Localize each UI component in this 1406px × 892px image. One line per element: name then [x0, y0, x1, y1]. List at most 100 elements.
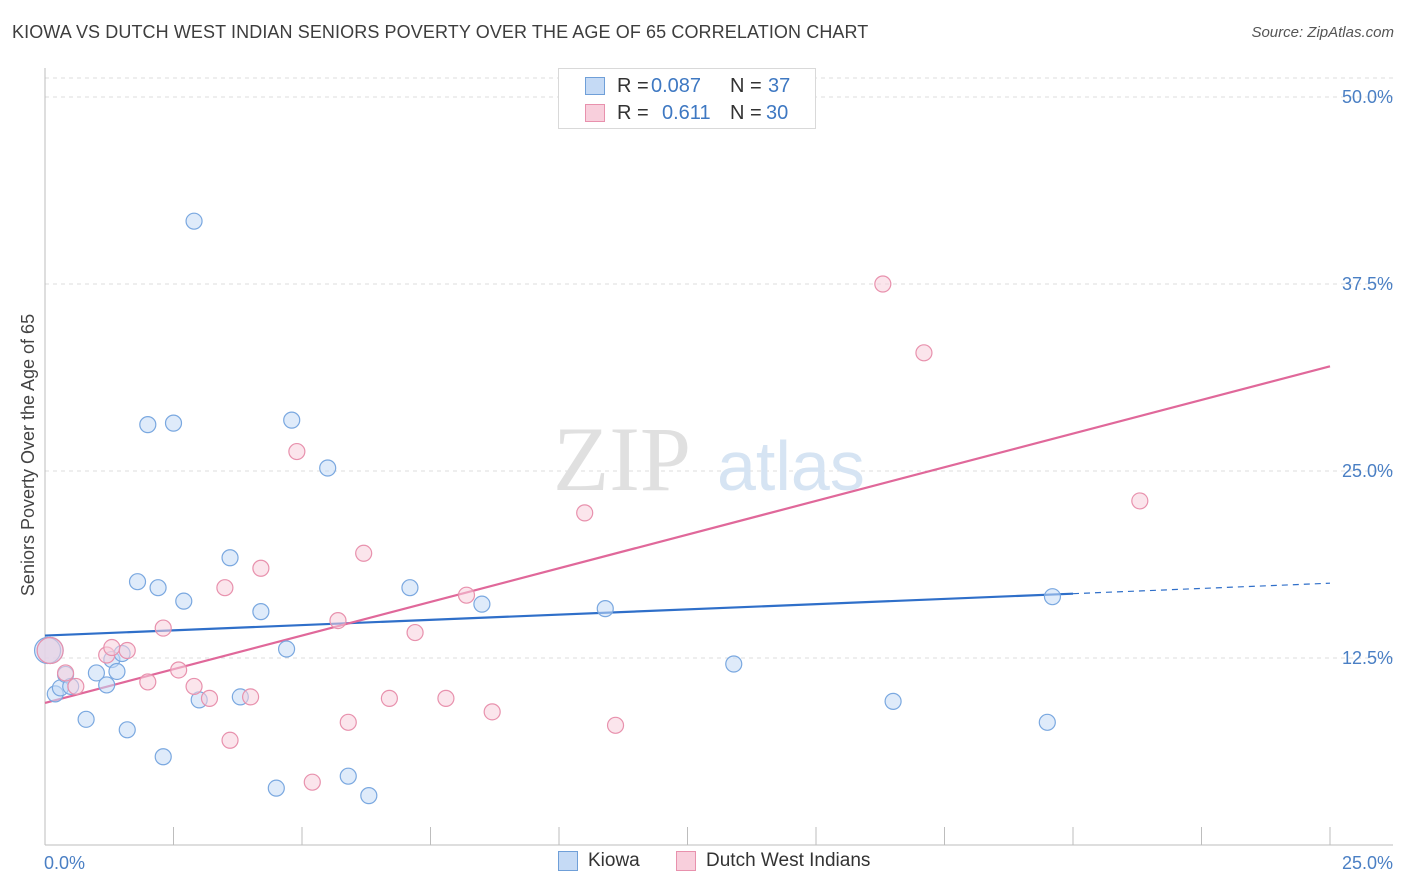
y-tick-label: 50.0% [1342, 87, 1393, 107]
legend-row-dutch-west-indians: R = 0.611 N = 30 [585, 101, 805, 125]
data-point [185, 677, 203, 696]
data-point [401, 579, 419, 597]
legend-label-kiowa: Kiowa [588, 850, 640, 871]
data-point [56, 664, 75, 682]
data-points [33, 212, 1149, 805]
grid-lines [45, 77, 1393, 659]
data-point [164, 414, 183, 432]
series-kiowa [33, 212, 1062, 805]
data-point [457, 586, 476, 604]
series-legend: Kiowa Dutch West Indians [0, 850, 1406, 878]
data-point [242, 688, 260, 706]
y-axis-label: Seniors Poverty Over the Age of 65 [18, 314, 38, 596]
data-point [576, 504, 594, 522]
legend-swatch-dutch-west-indians [585, 104, 605, 122]
data-point [216, 579, 234, 597]
legend-label-dutch-west-indians: Dutch West Indians [706, 850, 871, 871]
data-point [175, 592, 193, 610]
n-label: N = [730, 74, 762, 97]
n-value: 30 [766, 101, 789, 124]
data-point [915, 344, 933, 362]
data-point [360, 787, 378, 805]
data-point [355, 544, 373, 562]
x-tick-label: 25.0% [1342, 853, 1393, 873]
legend-item-dutch-west-indians[interactable]: Dutch West Indians [676, 850, 870, 872]
x-tick-label: 0.0% [44, 853, 85, 873]
data-point [154, 619, 172, 637]
data-point [118, 721, 136, 739]
data-point [128, 573, 147, 591]
r-value: 0.087 [651, 74, 702, 97]
data-point [606, 716, 625, 734]
r-value: 0.611 [662, 101, 711, 124]
r-label: R = [617, 101, 649, 124]
data-point [380, 689, 398, 707]
data-point [185, 212, 203, 230]
trendline-dutch-west-indians [44, 365, 1331, 704]
data-point [725, 655, 743, 673]
data-point [874, 275, 892, 293]
data-point [118, 641, 136, 660]
data-point [252, 559, 270, 577]
data-point [406, 623, 424, 642]
data-point [1043, 588, 1062, 606]
data-point [221, 731, 239, 749]
n-label: N = [730, 101, 762, 124]
y-tick-label: 37.5% [1342, 274, 1393, 294]
data-point [67, 677, 85, 696]
y-tick-label: 25.0% [1342, 461, 1393, 481]
watermark-zip: ZIP [553, 408, 691, 510]
n-value: 37 [768, 74, 791, 97]
data-point [437, 689, 455, 707]
data-point [596, 600, 614, 618]
data-point [1038, 713, 1056, 731]
trendline-kiowa [44, 592, 1074, 637]
data-point [36, 636, 64, 665]
watermark-atlas: atlas [717, 427, 865, 505]
data-point [283, 411, 301, 429]
r-label: R = [617, 74, 649, 97]
watermark: ZIP atlas [553, 408, 865, 510]
correlation-legend: R = 0.087 N = 37 R = 0.611 N = 30 [558, 68, 816, 129]
data-point [77, 710, 95, 728]
data-point [303, 773, 321, 791]
data-point [108, 662, 126, 681]
data-point [473, 595, 491, 613]
x-tick-labels: 0.0% 25.0% [44, 853, 1393, 873]
data-point [267, 779, 285, 797]
data-point [1131, 492, 1149, 510]
data-point [149, 579, 167, 597]
data-point [87, 664, 106, 682]
legend-swatch-dutch-west-indians [676, 851, 696, 871]
y-tick-labels: 12.5% 25.0% 37.5% 50.0% [1342, 87, 1393, 668]
trendlines [44, 365, 1331, 704]
legend-swatch-kiowa [558, 851, 578, 871]
data-point [483, 703, 501, 721]
legend-item-kiowa[interactable]: Kiowa [558, 850, 640, 872]
data-point [200, 689, 219, 707]
data-point [98, 676, 116, 694]
data-point [103, 638, 121, 657]
legend-swatch-kiowa [585, 77, 605, 95]
trendline-kiowa-extension [1072, 582, 1331, 595]
data-point [329, 611, 347, 630]
data-point [288, 442, 306, 461]
chart-title: KIOWA VS DUTCH WEST INDIAN SENIORS POVER… [12, 22, 869, 42]
data-point [339, 713, 357, 731]
axes [44, 68, 1393, 846]
data-point [277, 640, 296, 658]
data-point [221, 549, 239, 567]
data-point [319, 459, 337, 477]
source-label: Source: ZipAtlas.com [1251, 24, 1394, 41]
data-point [170, 661, 188, 679]
y-tick-label: 12.5% [1342, 648, 1393, 668]
data-point [252, 603, 270, 621]
data-point [884, 692, 902, 710]
data-point [139, 673, 157, 691]
data-point [139, 416, 157, 434]
data-point [339, 767, 357, 785]
series-dutch-west-indians [36, 275, 1149, 791]
data-point [154, 748, 172, 766]
legend-row-kiowa: R = 0.087 N = 37 [585, 74, 805, 98]
